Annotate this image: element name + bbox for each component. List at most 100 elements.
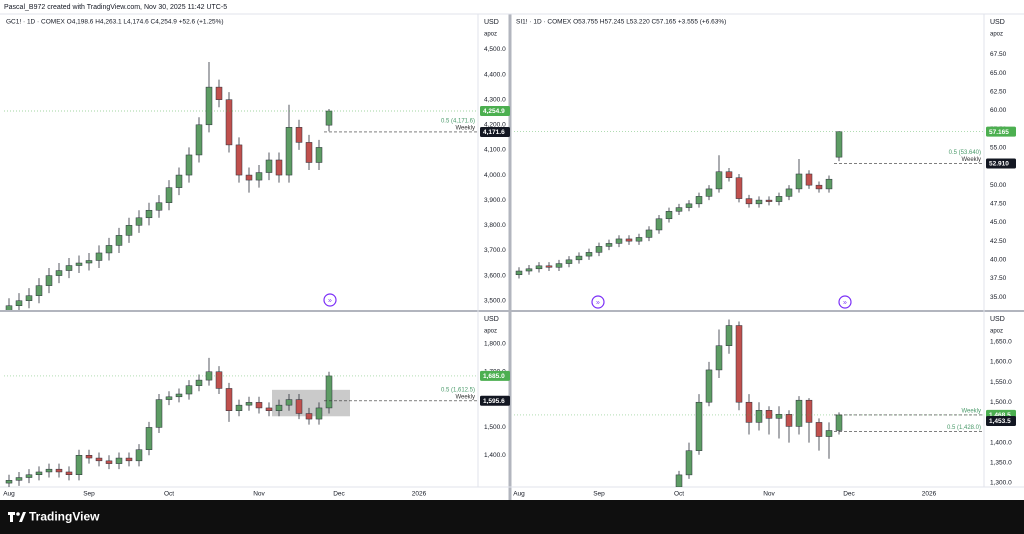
candle-body <box>565 259 573 264</box>
price-label: 1,595.6 <box>483 398 505 405</box>
candle-body <box>65 471 73 476</box>
candle-body <box>815 422 823 437</box>
candle-body <box>55 270 63 276</box>
candle-body <box>195 124 203 156</box>
candle-body <box>255 172 263 181</box>
candle-body <box>795 399 803 427</box>
y-tick-label: 62.50 <box>990 89 1007 96</box>
y-tick-label: 37.50 <box>990 275 1007 282</box>
price-label-box <box>986 415 1016 426</box>
candle-body <box>665 211 673 220</box>
candle-body <box>25 295 33 301</box>
candle-body <box>35 285 43 296</box>
candle-body <box>295 127 303 143</box>
y-tick-label: 3,900.0 <box>484 197 506 204</box>
candle-body <box>115 457 123 464</box>
candle-body <box>215 86 223 100</box>
background <box>0 0 1024 500</box>
candle-body <box>825 178 833 190</box>
replay-icon[interactable]: » <box>591 295 605 309</box>
y-tick-label: 1,500.0 <box>484 424 506 431</box>
price-label-box <box>986 126 1016 137</box>
price-label-box <box>986 158 1016 169</box>
candle-body <box>185 385 193 395</box>
y-tick-label: 4,000.0 <box>484 172 506 179</box>
candle-body <box>695 196 703 205</box>
level-label: 0.5 (1,428.0) <box>947 425 981 431</box>
candle-body <box>585 252 593 257</box>
candle-body <box>805 399 813 423</box>
candle-body <box>135 217 143 226</box>
x-tick-label: Sep <box>593 491 605 498</box>
axis-note: apoz <box>484 32 497 38</box>
y-tick-label: 35.00 <box>990 294 1007 301</box>
y-tick-label: 50.00 <box>990 182 1007 189</box>
candle-body <box>45 275 53 286</box>
candle-body <box>655 218 663 231</box>
price-label: 1,453.5 <box>989 418 1011 425</box>
candle-body <box>735 325 743 403</box>
candle-body <box>155 399 163 428</box>
candle-body <box>135 449 143 462</box>
candle-body <box>675 474 683 487</box>
price-label-box <box>480 395 510 406</box>
price-label: 4,171.6 <box>483 129 505 136</box>
candle-body <box>155 202 163 211</box>
y-tick-label: 3,500.0 <box>484 297 506 304</box>
level-label: Weekly <box>961 157 981 163</box>
candle-body <box>15 300 23 306</box>
candle-body <box>755 410 763 423</box>
level-label: Weekly <box>961 409 981 415</box>
x-tick-label: Dec <box>333 491 345 498</box>
candle-body <box>775 414 783 419</box>
candle-body <box>105 460 113 464</box>
candle-body <box>85 455 93 459</box>
candle-body <box>165 396 173 400</box>
candle-body <box>145 209 153 219</box>
x-tick-label: Sep <box>83 491 95 498</box>
candle-body <box>785 414 793 427</box>
legend: GC1! · 1D · COMEX O4,198.6 H4,263.1 L4,1… <box>6 19 224 26</box>
candle-body <box>595 246 603 253</box>
legend: SI1! · 1D · COMEX O53.755 H57.245 L53.22… <box>516 19 726 26</box>
x-tick-label: Aug <box>3 491 15 498</box>
y-tick-label: 3,600.0 <box>484 272 506 279</box>
axis-note: apoz <box>484 329 497 335</box>
price-label-box <box>480 106 510 117</box>
currency-label: USD <box>990 316 1005 323</box>
candle-body <box>45 468 53 473</box>
y-tick-label: 1,650.0 <box>990 338 1012 345</box>
candle-body <box>235 404 243 411</box>
y-tick-label: 40.00 <box>990 257 1007 264</box>
svg-text:»: » <box>596 299 600 306</box>
candle-body <box>725 325 733 346</box>
candle-body <box>175 174 183 188</box>
candle-body <box>175 393 183 398</box>
x-tick-label: Oct <box>674 491 684 498</box>
y-tick-label: 4,500.0 <box>484 46 506 53</box>
y-tick-label: 55.00 <box>990 145 1007 152</box>
candle-body <box>85 260 93 264</box>
candle-body <box>205 86 213 126</box>
candle-body <box>795 173 803 190</box>
replay-icon[interactable]: » <box>323 293 337 307</box>
candle-body <box>65 265 73 271</box>
candle-body <box>815 184 823 190</box>
candle-body <box>685 450 693 476</box>
candle-body <box>695 401 703 451</box>
level-label: 0.5 (4,171.6) <box>441 119 475 125</box>
candle-body <box>315 147 323 163</box>
level-label: Weekly <box>455 126 475 132</box>
price-label: 4,254.9 <box>483 108 505 115</box>
y-tick-label: 3,700.0 <box>484 247 506 254</box>
level-label: Weekly <box>455 394 475 400</box>
y-tick-label: 45.00 <box>990 219 1007 226</box>
y-tick-label: 1,800.0 <box>484 341 506 348</box>
candle-body <box>115 235 123 246</box>
replay-icon[interactable]: » <box>838 295 852 309</box>
x-tick-label: 2026 <box>922 491 937 498</box>
price-zone <box>272 389 350 417</box>
brand-name: TradingView <box>29 510 100 524</box>
candle-body <box>225 99 233 146</box>
